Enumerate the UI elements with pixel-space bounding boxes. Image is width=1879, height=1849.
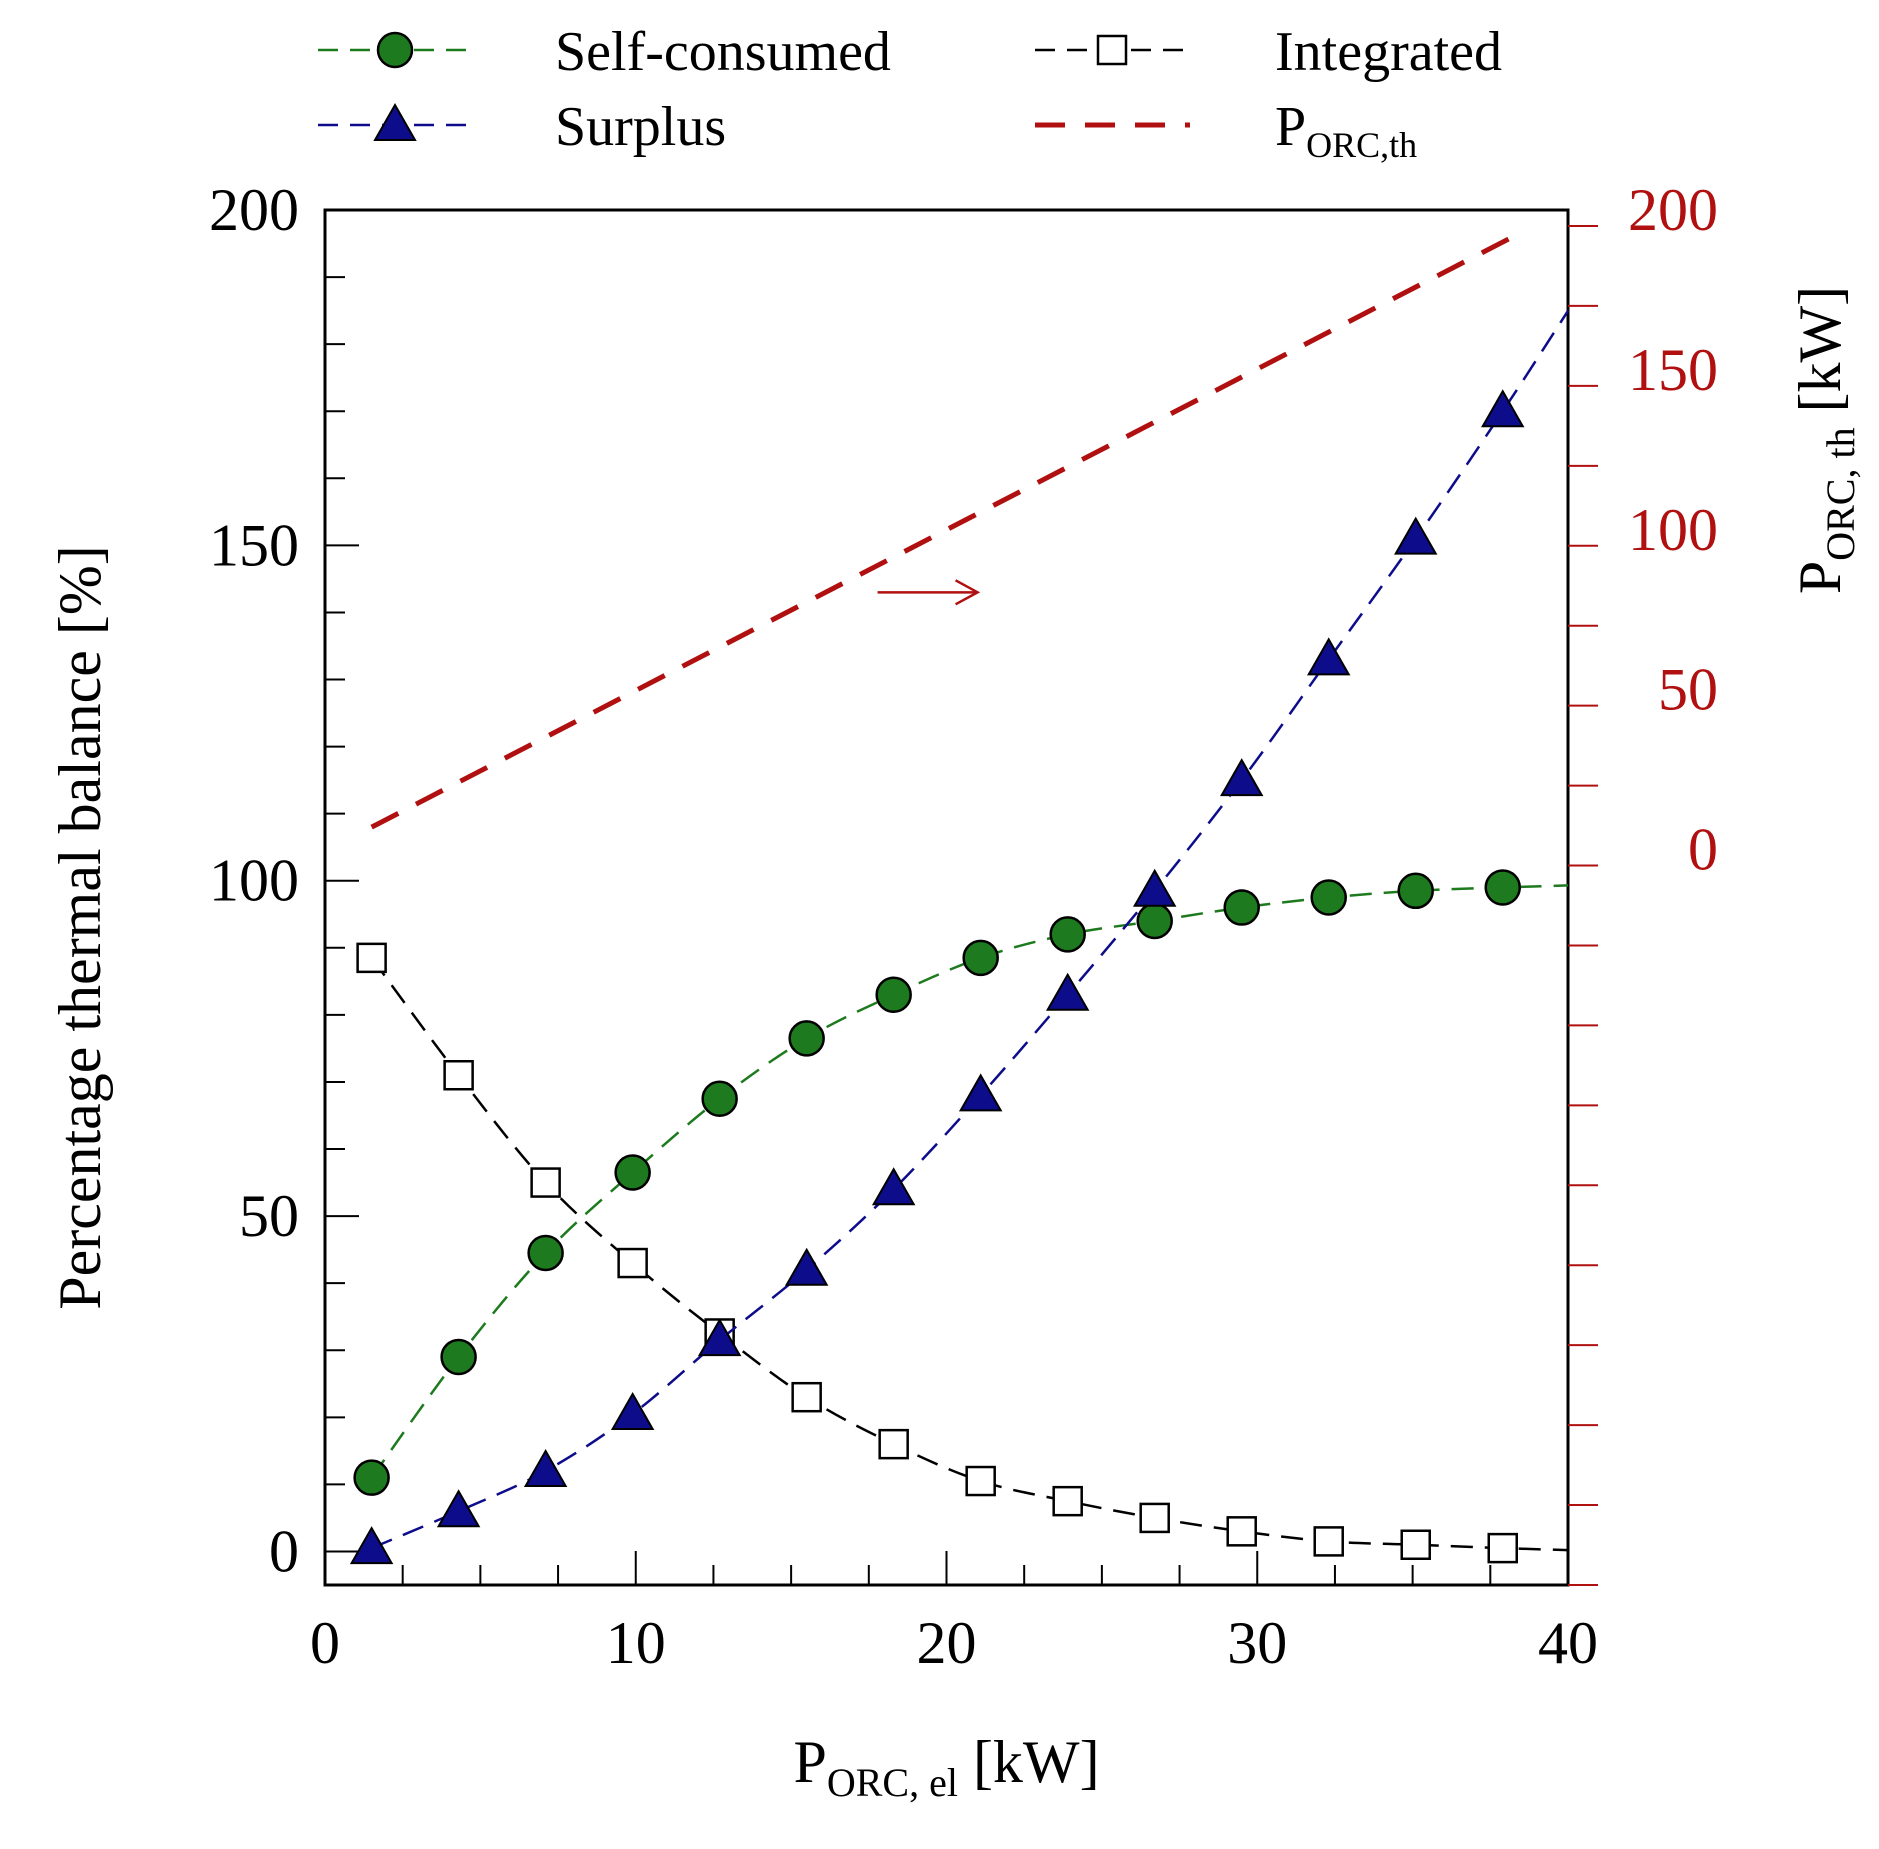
- x-tick-label: 40: [1538, 1610, 1598, 1676]
- data-point: [1400, 1529, 1431, 1561]
- data-point: [436, 1489, 481, 1528]
- series-3: [370, 230, 1523, 830]
- data-point: [701, 1080, 738, 1117]
- data-point: [1049, 916, 1086, 953]
- legend-marker: [373, 102, 417, 141]
- legend-label: Self-consumed: [555, 21, 891, 83]
- data-point: [1223, 889, 1260, 926]
- data-point: [1484, 869, 1521, 906]
- data-point: [349, 1526, 394, 1565]
- data-point: [527, 1234, 564, 1272]
- x-tick-label: 20: [917, 1610, 977, 1676]
- y-tick-label: 200: [209, 177, 299, 243]
- arrow-head: [954, 579, 981, 606]
- data-point: [443, 1059, 474, 1091]
- y2-tick-label: 50: [1658, 657, 1718, 723]
- data-point: [1226, 1516, 1257, 1547]
- data-point: [523, 1448, 568, 1487]
- y-axis-title: Percentage thermal balance [%]: [47, 545, 113, 1310]
- data-point: [1052, 1485, 1083, 1517]
- legend-item-2: Surplus: [318, 96, 726, 158]
- data-point: [958, 1073, 1003, 1112]
- y2-tick-label: 150: [1628, 337, 1718, 403]
- legend-label: Integrated: [1275, 21, 1502, 83]
- y-tick-label: 150: [209, 512, 299, 578]
- data-point: [1139, 1502, 1170, 1534]
- data-point: [875, 976, 912, 1014]
- data-point: [878, 1428, 909, 1460]
- data-point: [617, 1247, 648, 1279]
- legend-label: PORC,th: [1275, 96, 1417, 165]
- plot-frame: [323, 208, 1570, 1587]
- data-point: [1132, 868, 1177, 907]
- x-tick-label: 30: [1227, 1610, 1287, 1676]
- axis-titles: PORC, el [kW] Percentage thermal balance …: [47, 286, 1863, 1805]
- data-point: [1481, 389, 1525, 428]
- data-point: [1313, 1526, 1344, 1557]
- data-point: [1219, 758, 1264, 797]
- series-line: [370, 230, 1523, 830]
- y-tick-label: 100: [209, 848, 299, 914]
- data-point: [1306, 637, 1351, 676]
- data-point: [353, 1459, 390, 1496]
- data-point: [1397, 872, 1434, 910]
- data-point: [1487, 1532, 1518, 1564]
- data-point: [788, 1020, 825, 1057]
- data-point: [791, 1381, 822, 1413]
- data-point: [965, 1465, 996, 1497]
- legend: Self-consumed Integrated Surplus PORC,th: [318, 21, 1502, 165]
- arrow-annotation: [877, 579, 981, 606]
- series-2: [349, 310, 1570, 1565]
- x-tick-label: 0: [310, 1610, 340, 1676]
- data-point: [871, 1167, 916, 1206]
- series-line: [371, 310, 1570, 1550]
- x-axis-title: PORC, el [kW]: [793, 1729, 1099, 1805]
- data-point: [610, 1391, 655, 1430]
- data-point: [356, 942, 387, 974]
- data-point: [614, 1154, 651, 1191]
- y2-tick-label: 200: [1628, 177, 1718, 243]
- axes: 0 50 100 150 200 0 10 20 30 40 0 50 100 150 200: [209, 177, 1718, 1676]
- data-point: [530, 1167, 561, 1198]
- y2-tick-label: 100: [1628, 497, 1718, 563]
- legend-marker: [376, 31, 414, 69]
- data-point: [962, 939, 999, 977]
- legend-item-3: PORC,th: [1035, 96, 1417, 165]
- data-point: [1394, 516, 1438, 555]
- series-layer: [349, 230, 1570, 1565]
- x-tick-label: 10: [606, 1610, 666, 1676]
- legend-item-1: Integrated: [1035, 21, 1502, 83]
- data-point: [440, 1338, 477, 1376]
- legend-label: Surplus: [555, 96, 726, 158]
- data-point: [1045, 972, 1090, 1011]
- data-point: [784, 1247, 829, 1286]
- legend-marker: [1096, 34, 1128, 66]
- legend-item-0: Self-consumed: [318, 21, 891, 83]
- data-point: [697, 1318, 742, 1357]
- y-tick-label: 50: [239, 1183, 299, 1249]
- y2-tick-label: 0: [1688, 817, 1718, 883]
- y2-axis-title: PORC, th [kW]: [1787, 286, 1863, 594]
- data-point: [1136, 902, 1173, 940]
- series-0: [353, 869, 1569, 1496]
- y-tick-label: 0: [269, 1518, 299, 1584]
- data-point: [1310, 879, 1347, 916]
